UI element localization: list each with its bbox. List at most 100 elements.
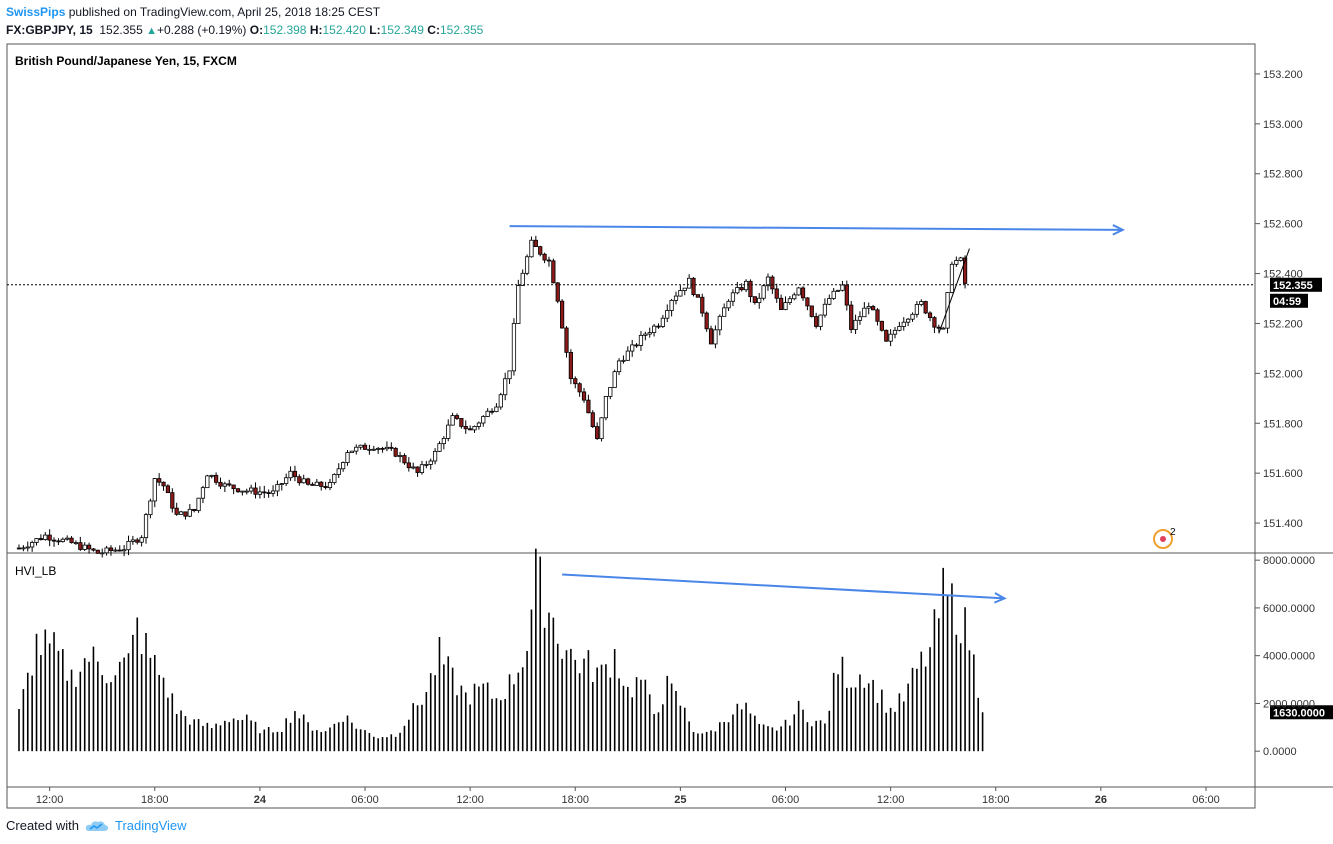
hvi-tick-label: 0.0000	[1263, 746, 1297, 758]
candle-body	[152, 478, 157, 502]
candle-body	[722, 307, 727, 317]
candle-body	[183, 511, 188, 517]
candle-body	[402, 455, 407, 464]
candle-body	[161, 481, 166, 487]
main-chart-title: British Pound/Japanese Yen, 15, FXCM	[15, 54, 237, 68]
candle-body	[682, 287, 687, 291]
price-tick-label: 152.600	[1263, 219, 1303, 231]
candle-body	[376, 447, 381, 450]
price-tick-label: 152.000	[1263, 368, 1303, 380]
tradingview-link[interactable]: TradingView	[114, 818, 187, 833]
candle-body	[827, 298, 832, 305]
candle-body	[362, 444, 368, 450]
candle-body	[555, 282, 560, 302]
time-tick-label: 24	[254, 794, 267, 806]
candle-body	[397, 455, 403, 457]
countdown-label-bg	[1270, 293, 1308, 308]
candle-body	[292, 470, 298, 478]
created-with-label: Created with	[6, 818, 79, 833]
candle-body	[730, 292, 736, 302]
candle-body	[117, 549, 122, 552]
candle-body	[787, 298, 792, 303]
candle-body	[818, 314, 823, 327]
candle-body	[647, 332, 652, 335]
candle-body	[91, 548, 96, 551]
candle-body	[962, 257, 968, 284]
candle-body	[336, 468, 341, 475]
candle-body	[831, 290, 836, 299]
last-price: 152.355	[99, 23, 143, 37]
footer: Created with TradingView	[6, 818, 187, 833]
candle-body	[809, 305, 814, 317]
ohlc-legend: FX:GBPJPY, 15 152.355 ▲+0.288 (+0.19%) O…	[6, 23, 483, 37]
candle-body	[60, 538, 65, 543]
candle-body	[468, 428, 473, 431]
hvi-label: 1630.0000	[1273, 707, 1325, 719]
candle-body	[888, 333, 893, 342]
candle-body	[244, 490, 249, 493]
price-tick-label: 151.400	[1263, 518, 1303, 530]
candle-body	[954, 260, 959, 265]
candle-body	[319, 481, 324, 487]
candle-body	[213, 474, 219, 483]
candle-body	[713, 329, 718, 345]
candle-body	[941, 327, 946, 330]
candle-body	[923, 301, 928, 314]
candle-body	[157, 478, 162, 483]
time-tick-label: 12:00	[877, 794, 905, 806]
indicator-title: HVI_LB	[15, 564, 56, 578]
candle-body	[148, 500, 153, 516]
hvi-trendline-arrowhead	[993, 592, 1007, 604]
price-trendline	[509, 225, 1123, 231]
candle-body	[757, 297, 762, 304]
candle-body	[630, 344, 635, 352]
candle-body	[498, 394, 503, 408]
price-tick-label: 152.200	[1263, 318, 1303, 330]
candle-body	[178, 511, 184, 515]
candle-body	[814, 316, 819, 327]
candle-body	[450, 415, 455, 426]
candle-body	[301, 478, 306, 484]
candle-body	[314, 481, 319, 486]
candle-body	[673, 295, 679, 301]
candle-body	[551, 260, 556, 284]
candle-body	[82, 544, 87, 550]
candle-body	[371, 448, 376, 451]
candle-body	[564, 327, 569, 353]
candle-body	[590, 412, 595, 428]
candle-body	[288, 470, 293, 479]
candle-body	[765, 276, 771, 287]
candle-body	[603, 395, 609, 419]
candle-body	[354, 446, 359, 452]
candle-body	[752, 296, 757, 304]
candle-body	[568, 351, 573, 380]
alert-circle-icon[interactable]: 2	[1153, 527, 1176, 549]
small-trendline	[938, 248, 970, 334]
candle-body	[43, 534, 48, 540]
candle-body	[218, 481, 223, 487]
candle-body	[367, 448, 372, 451]
candle-body	[165, 485, 171, 494]
alert-count: 2	[1170, 527, 1176, 538]
candle-body	[849, 304, 854, 330]
candle-body	[516, 285, 521, 324]
candle-body	[21, 547, 26, 550]
candle-body	[419, 464, 425, 473]
candle-body	[432, 450, 438, 462]
author-link[interactable]: SwissPips	[6, 5, 66, 19]
candle-body	[428, 460, 433, 465]
candle-body	[345, 452, 350, 463]
low-value: 152.349	[380, 23, 424, 37]
candle-body	[122, 549, 127, 552]
candle-body	[415, 466, 420, 473]
candle-body	[761, 285, 766, 299]
candle-body	[739, 287, 744, 291]
publish-info: SwissPips published on TradingView.com, …	[6, 5, 380, 19]
candle-body	[503, 378, 508, 396]
candle-body	[323, 486, 328, 489]
candle-body	[227, 483, 232, 486]
candle-body	[678, 290, 683, 297]
change-value: +0.288 (+0.19%)	[157, 23, 247, 37]
price-label: 152.355	[1273, 280, 1313, 292]
